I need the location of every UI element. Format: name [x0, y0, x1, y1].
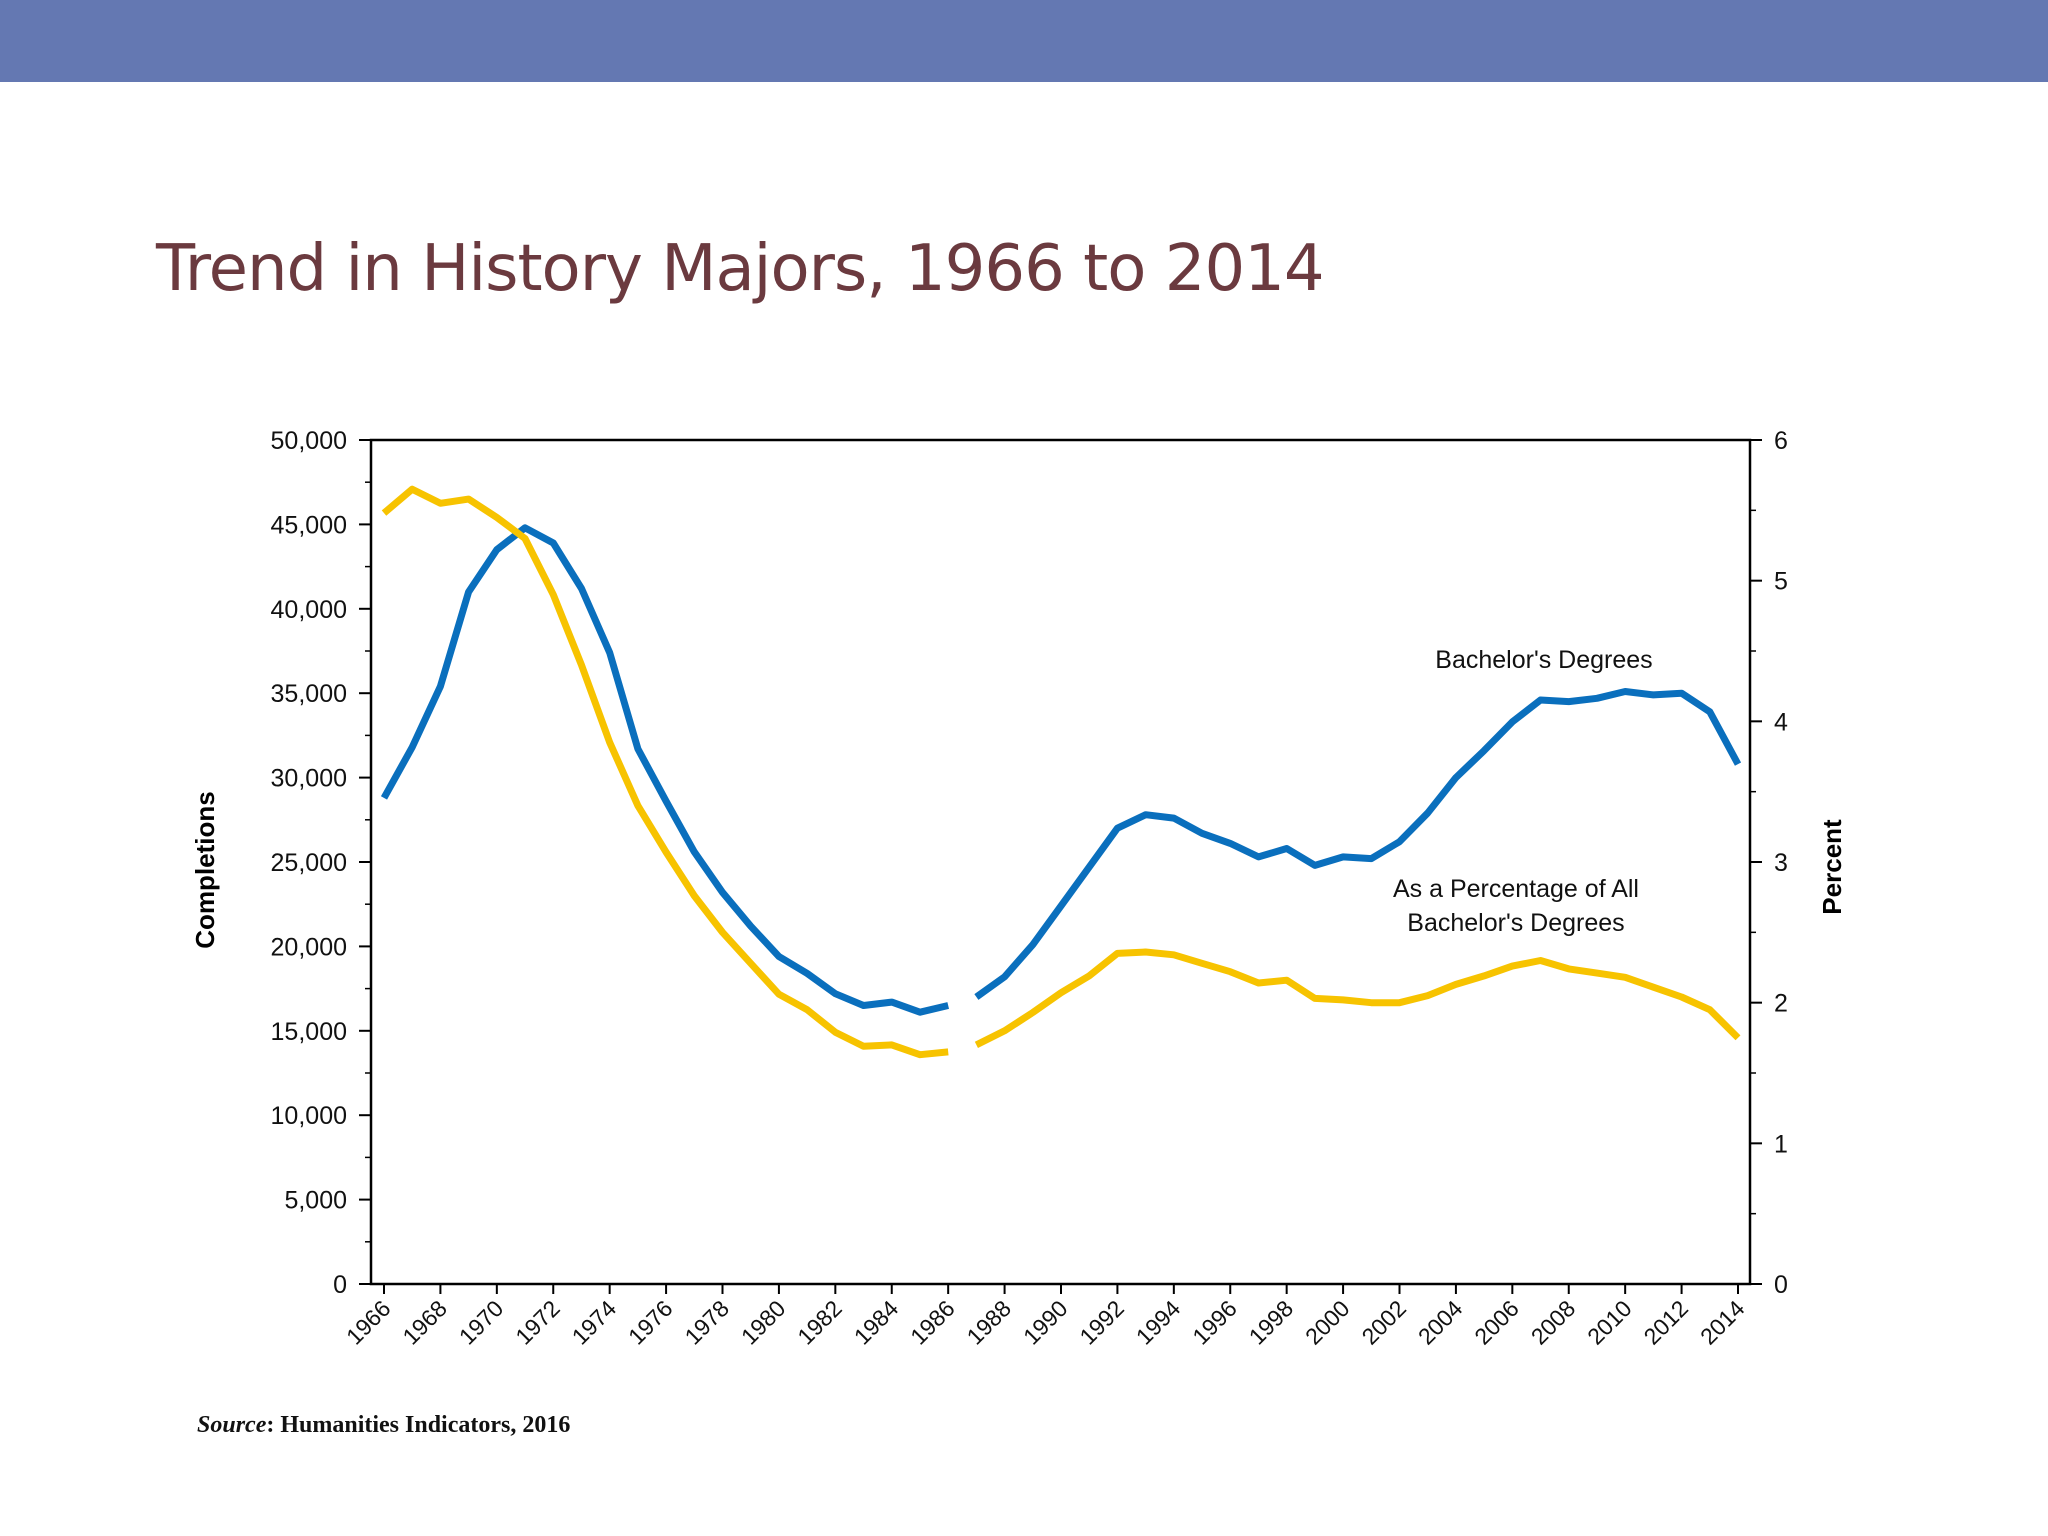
y-tick-label-left: 50,000	[271, 427, 347, 455]
source-text: : Humanities Indicators, 2016	[266, 1412, 571, 1438]
x-tick-label: 1990	[1018, 1295, 1073, 1350]
series-layer	[380, 485, 1742, 1059]
annotation-bachelors-degrees: Bachelor's Degrees	[1435, 646, 1652, 674]
source-label: Source	[197, 1412, 267, 1438]
series-line-bachelors-seg1	[380, 524, 950, 1016]
x-tick-label: 2008	[1526, 1295, 1581, 1350]
y-tick-label-left: 0	[333, 1271, 347, 1299]
header-bar	[0, 0, 2048, 82]
x-tick-label: 2012	[1639, 1295, 1694, 1350]
y-tick-label-left: 20,000	[271, 933, 347, 961]
source-note: Source: Humanities Indicators, 2016	[197, 1412, 570, 1439]
x-tick-label: 1986	[905, 1295, 960, 1350]
labels-layer: Bachelor's Degrees As a Percentage of Al…	[190, 646, 1847, 949]
y-tick-label-left: 25,000	[271, 849, 347, 877]
y-axis-label-left: Completions	[190, 791, 220, 948]
x-tick-label: 1992	[1074, 1295, 1129, 1350]
x-tick-label: 1994	[1131, 1295, 1186, 1350]
x-tick-label: 2014	[1695, 1295, 1750, 1350]
y-tick-label-right: 5	[1774, 568, 1788, 596]
series-line-percentage-seg2	[974, 948, 1741, 1049]
y-tick-label-right: 2	[1774, 990, 1788, 1018]
y-tick-label-left: 5,000	[284, 1187, 347, 1215]
x-tick-label: 1974	[567, 1295, 622, 1350]
x-tick-label: 1972	[510, 1295, 565, 1350]
y-tick-label-right: 3	[1774, 849, 1788, 877]
x-tick-label: 1988	[962, 1295, 1017, 1350]
x-tick-label: 1984	[849, 1295, 904, 1350]
annotation-percentage-line2: Bachelor's Degrees	[1407, 909, 1624, 937]
series-line-percentage-seg1	[381, 485, 949, 1059]
x-tick-label: 1968	[397, 1295, 452, 1350]
x-tick-label: 1982	[792, 1295, 847, 1350]
x-tick-label: 2006	[1469, 1295, 1524, 1350]
y-tick-label-left: 10,000	[271, 1102, 347, 1130]
x-tick-label: 2004	[1413, 1295, 1468, 1350]
x-tick-label: 1976	[623, 1295, 678, 1350]
x-tick-label: 1996	[1187, 1295, 1242, 1350]
x-tick-label: 1966	[341, 1295, 396, 1350]
x-tick-label: 1980	[736, 1295, 791, 1350]
x-tick-label: 2000	[1300, 1295, 1355, 1350]
y-tick-label-left: 15,000	[271, 1018, 347, 1046]
annotation-percentage-line1: As a Percentage of All	[1393, 875, 1639, 903]
y-tick-label-right: 4	[1774, 708, 1788, 736]
y-axis-label-right: Percent	[1817, 819, 1847, 915]
slide-title: Trend in History Majors, 1966 to 2014	[156, 232, 1325, 306]
y-tick-label-left: 35,000	[271, 680, 347, 708]
series-line-bachelors-seg2	[974, 688, 1742, 1000]
x-tick-label: 1970	[454, 1295, 509, 1350]
y-tick-label-right: 6	[1774, 427, 1788, 455]
x-tick-label: 1998	[1244, 1295, 1299, 1350]
plot-frame	[369, 438, 1752, 1286]
x-tick-label: 2010	[1582, 1295, 1637, 1350]
x-tick-label: 2002	[1356, 1295, 1411, 1350]
y-tick-label-left: 40,000	[271, 596, 347, 624]
y-tick-label-left: 30,000	[271, 765, 347, 793]
y-tick-label-right: 0	[1774, 1271, 1788, 1299]
y-tick-label-left: 45,000	[271, 511, 347, 539]
x-tick-label: 1978	[679, 1295, 734, 1350]
y-tick-label-right: 1	[1774, 1130, 1788, 1158]
